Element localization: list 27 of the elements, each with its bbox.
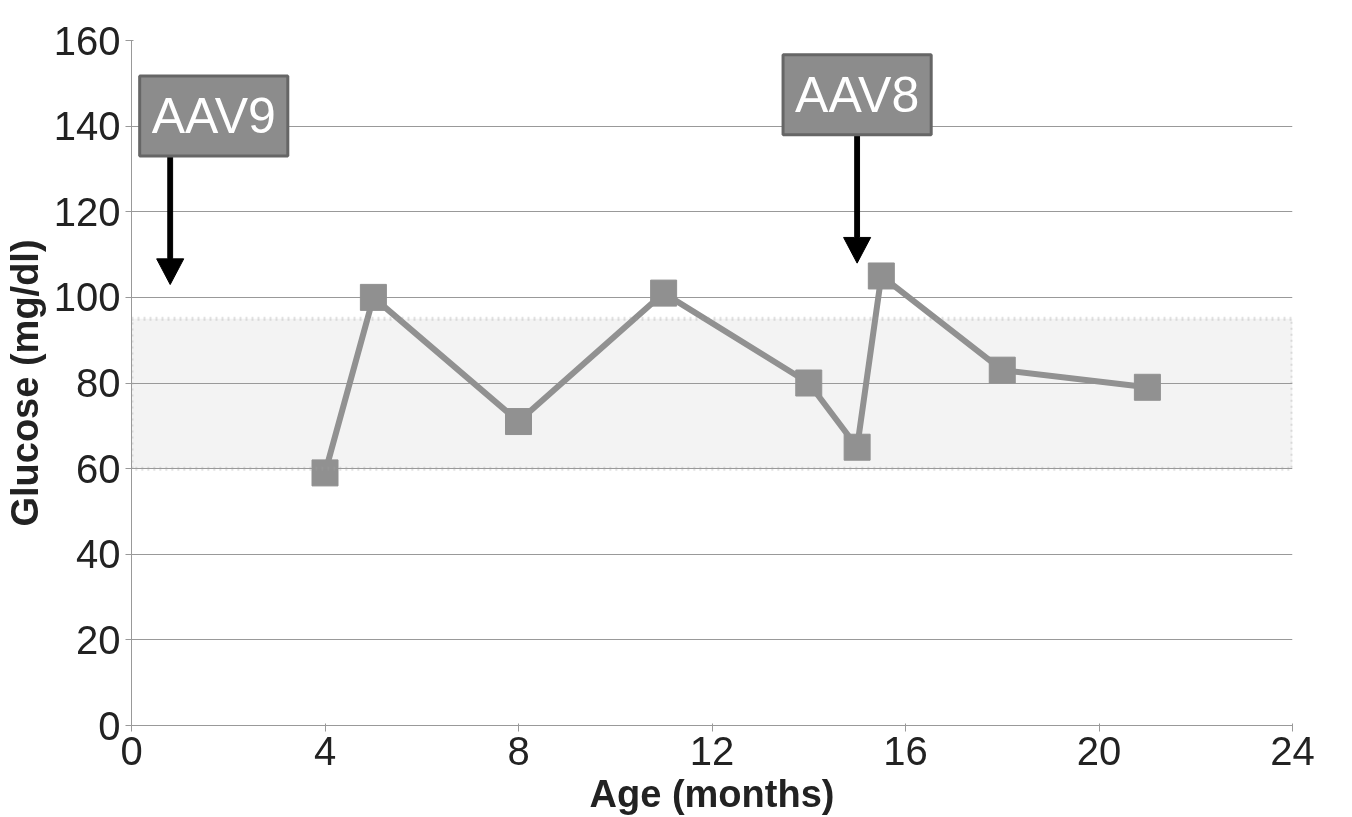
point: [505, 408, 532, 436]
y-tick-label: 40: [76, 532, 121, 577]
x-tick-label: 12: [689, 728, 735, 773]
y-tick-label: 120: [53, 189, 121, 234]
y-tick-label: 60: [76, 446, 121, 491]
y-axis-title: Glucose (mg/dl): [3, 239, 46, 527]
point: [650, 279, 678, 307]
y-tick-label: 20: [76, 617, 121, 662]
x-tick-label: 4: [313, 728, 337, 773]
x-tick-label: 20: [1076, 728, 1122, 773]
point: [843, 433, 871, 461]
point: [867, 262, 895, 290]
point: [1133, 373, 1161, 401]
annotation: AAV8: [795, 66, 920, 123]
y-tick-label: 140: [53, 104, 121, 149]
point: [359, 283, 387, 311]
x-tick-label: 24: [1270, 728, 1315, 773]
x-axis-title: Age (months): [589, 772, 835, 815]
y-tick-label: 100: [53, 275, 121, 320]
y-tick-label: 160: [53, 18, 121, 63]
annotation: AAV9: [151, 88, 276, 145]
x-tick-label: 8: [507, 728, 530, 773]
point: [311, 459, 339, 487]
point: [795, 369, 823, 397]
y-tick-label: 80: [76, 361, 121, 405]
x-tick-label: 16: [883, 728, 928, 773]
point: [988, 356, 1016, 384]
